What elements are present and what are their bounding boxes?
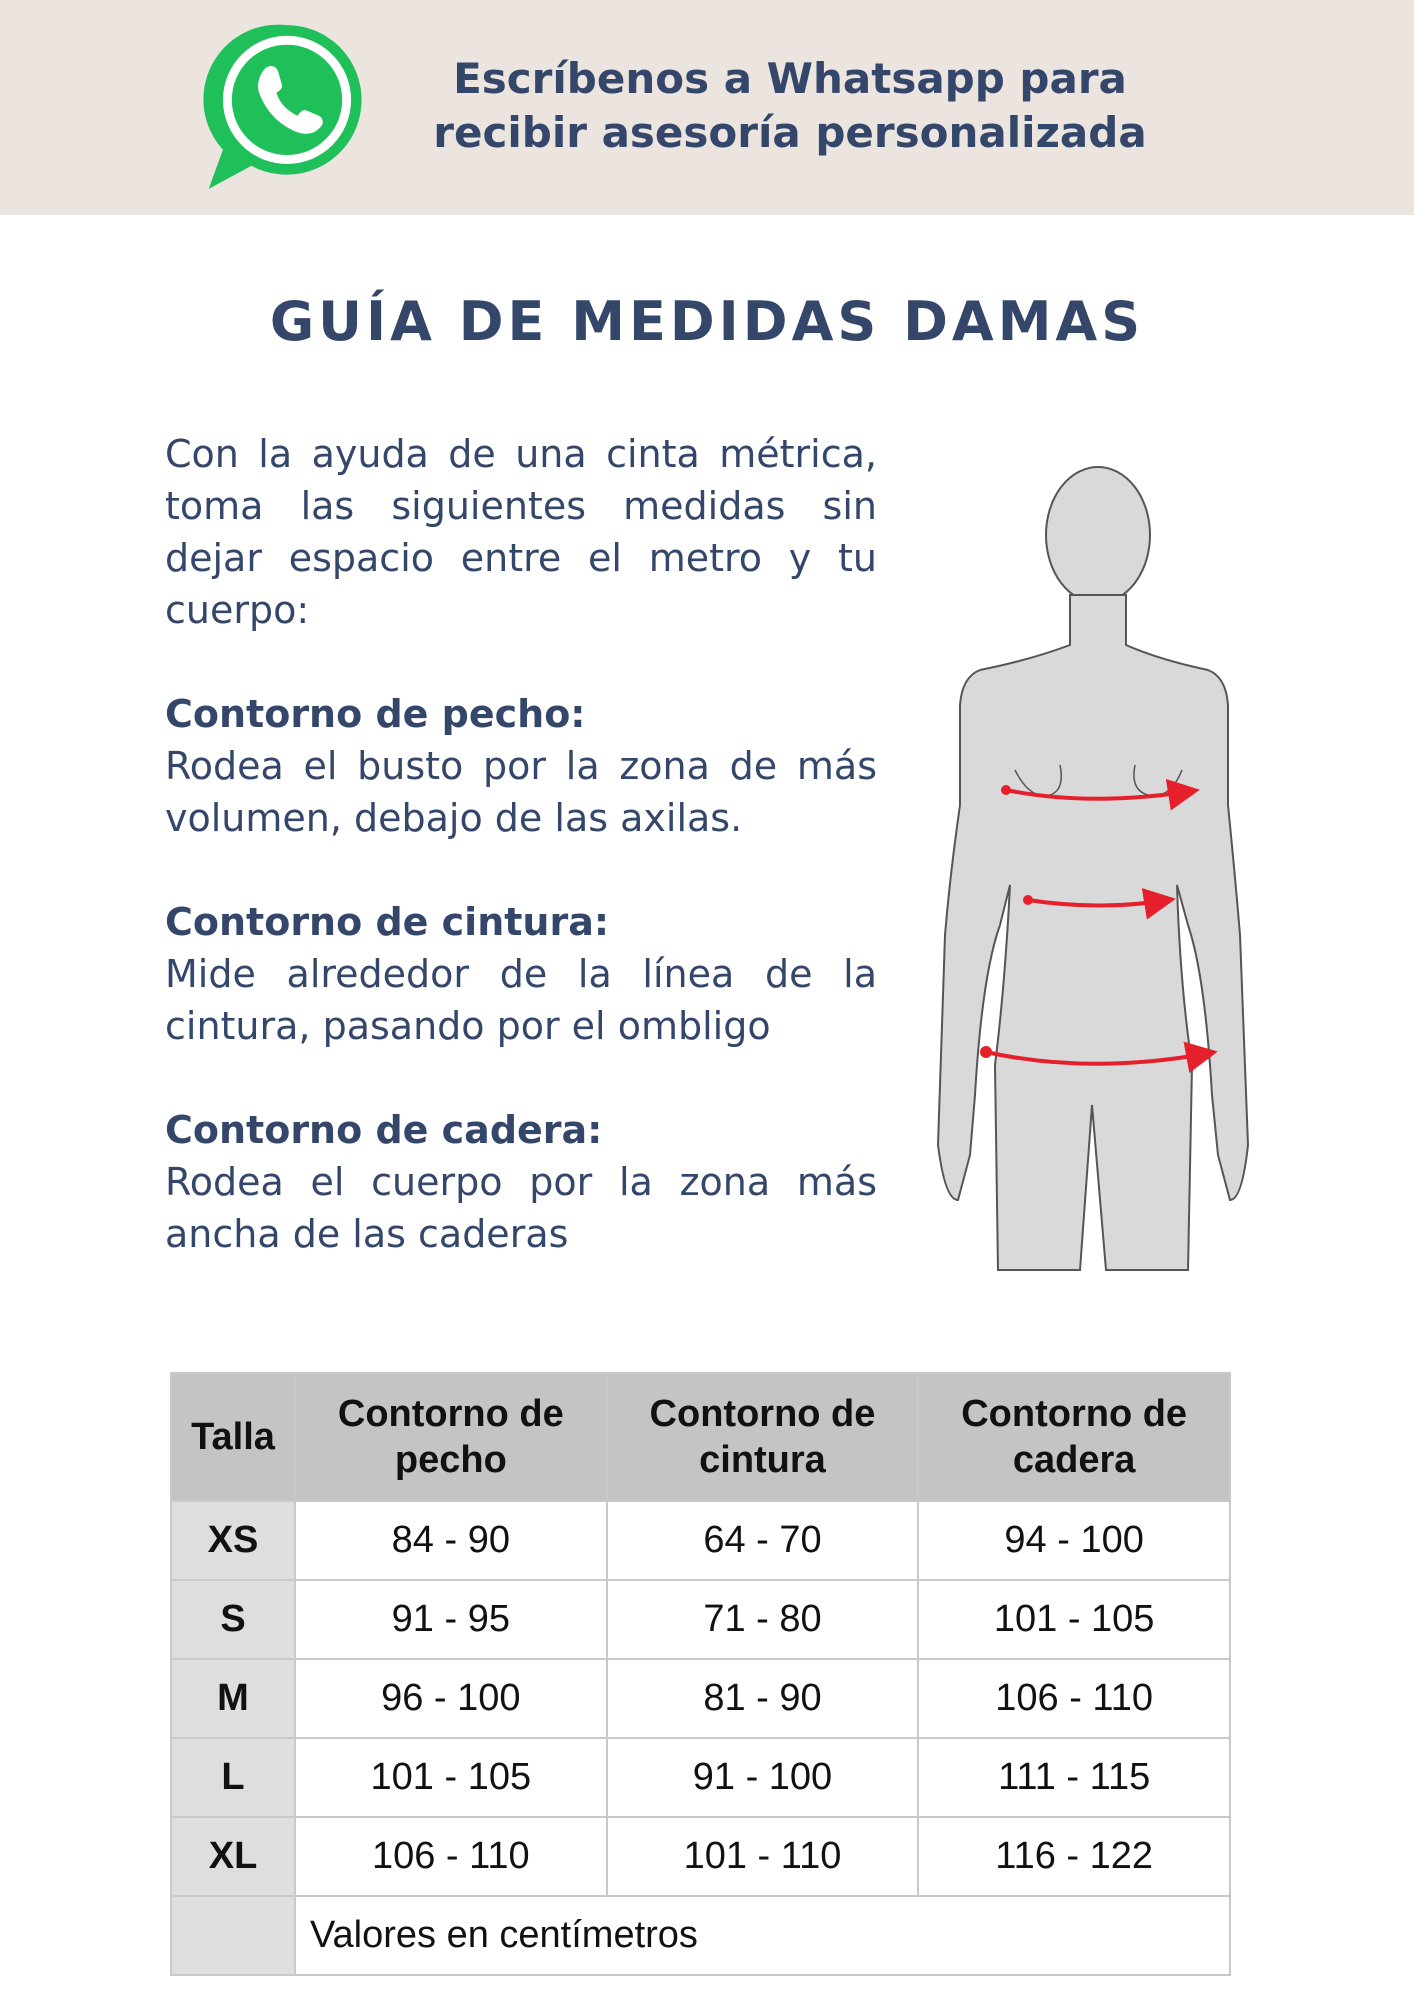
header-text: Contorno de [337, 1393, 564, 1435]
size-cell: M [170, 1658, 296, 1739]
measurement-cell: 101 - 105 [294, 1737, 608, 1818]
header-talla: Talla [170, 1372, 296, 1502]
section-chest: Contorno de pecho: Rodea el busto por la … [165, 688, 877, 844]
measurement-cell: 101 - 105 [917, 1579, 1231, 1660]
header-cintura: Contorno de cintura [605, 1372, 920, 1502]
banner-line-1: Escríbenos a Whatsapp para [453, 54, 1127, 103]
header-text: Contorno de [961, 1393, 1188, 1435]
header-text: Contorno de [649, 1393, 876, 1435]
section-heading: Contorno de pecho: [165, 692, 586, 736]
header-text: Talla [191, 1416, 275, 1458]
chest-arrow [1005, 778, 1200, 811]
whatsapp-icon[interactable] [198, 18, 376, 196]
measurement-cell: 71 - 80 [605, 1579, 920, 1660]
measurement-cell: 91 - 95 [294, 1579, 608, 1660]
measurement-cell: 106 - 110 [917, 1658, 1231, 1739]
size-cell: L [170, 1737, 296, 1818]
table-row: M 96 - 100 81 - 90 106 - 110 [170, 1658, 1231, 1739]
measurement-cell: 116 - 122 [917, 1816, 1231, 1897]
section-heading: Contorno de cadera: [165, 1108, 603, 1152]
measurement-cell: 106 - 110 [294, 1816, 608, 1897]
measurement-cell: 111 - 115 [917, 1737, 1231, 1818]
section-text: Rodea el cuerpo por la zona más ancha de… [165, 1160, 877, 1256]
table-row: L 101 - 105 91 - 100 111 - 115 [170, 1737, 1231, 1818]
size-table: Talla Contorno de pecho Contorno de cintur… [170, 1372, 1231, 1976]
measurement-cell: 91 - 100 [605, 1737, 920, 1818]
section-heading: Contorno de cintura: [165, 900, 610, 944]
measurement-cell: 64 - 70 [605, 1500, 920, 1581]
measurement-cell: 84 - 90 [294, 1500, 608, 1581]
table-row: XL 106 - 110 101 - 110 116 - 122 [170, 1816, 1231, 1897]
whatsapp-banner[interactable]: Escríbenos a Whatsapp para recibir aseso… [0, 0, 1414, 215]
body-measurement-figure [936, 466, 1250, 1271]
measurement-cell: 96 - 100 [294, 1658, 608, 1739]
page-title: GUÍA DE MEDIDAS DAMAS [269, 290, 1145, 353]
measurement-cell: 94 - 100 [917, 1500, 1231, 1581]
intro-text: Con la ayuda de una cinta métrica, toma … [165, 432, 877, 632]
empty-cell [170, 1895, 296, 1976]
units-note: Valores en centímetros [294, 1895, 1231, 1976]
measurement-cell: 81 - 90 [605, 1658, 920, 1739]
header-cadera: Contorno de cadera [917, 1372, 1231, 1502]
size-cell: XS [170, 1500, 296, 1581]
section-text: Rodea el busto por la zona de más volume… [165, 744, 877, 840]
header-text: cintura [699, 1439, 826, 1481]
section-waist: Contorno de cintura: Mide alrededor de la… [165, 896, 877, 1052]
size-cell: XL [170, 1816, 296, 1897]
hip-arrow [985, 1041, 1218, 1074]
header-text: pecho [394, 1439, 507, 1481]
table-row: XS 84 - 90 64 - 70 94 - 100 [170, 1500, 1231, 1581]
note-row: Valores en centímetros [170, 1895, 1231, 1976]
banner-line-2: recibir asesoría personalizada [433, 108, 1147, 157]
size-cell: S [170, 1579, 296, 1660]
waist-arrow [1027, 888, 1176, 920]
measurement-cell: 101 - 110 [605, 1816, 920, 1897]
section-text: Mide alrededor de la línea de la cintura… [165, 952, 877, 1048]
section-hip: Contorno de cadera: Rodea el cuerpo por l… [165, 1104, 877, 1260]
table-header-row: Talla Contorno de pecho Contorno de cintur… [170, 1372, 1231, 1502]
header-text: cadera [1012, 1439, 1136, 1481]
table-row: S 91 - 95 71 - 80 101 - 105 [170, 1579, 1231, 1660]
header-pecho: Contorno de pecho [294, 1372, 608, 1502]
instructions: Con la ayuda de una cinta métrica, toma … [165, 428, 877, 1312]
